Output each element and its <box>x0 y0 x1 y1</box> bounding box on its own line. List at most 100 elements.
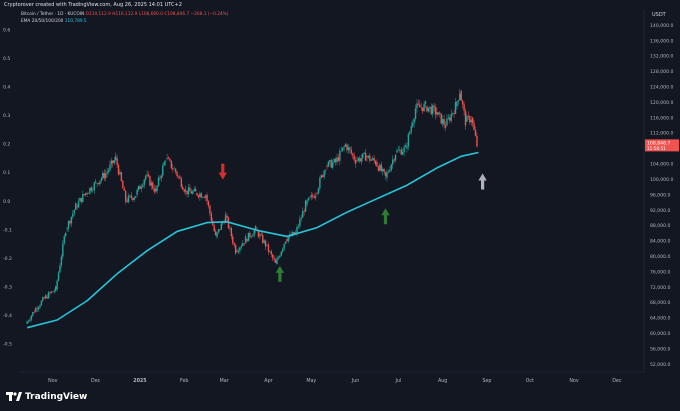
candle-body <box>373 158 375 161</box>
candle-body <box>262 234 264 243</box>
candle-body <box>243 243 245 244</box>
candle-body <box>86 192 88 194</box>
candle-body <box>391 159 394 165</box>
right-axis-tick: 72,000.0 <box>650 285 671 291</box>
candle-body <box>73 209 75 214</box>
candle-body <box>399 149 401 151</box>
left-axis-tick: 0.2 <box>3 142 10 148</box>
candle-body <box>410 126 412 132</box>
candle-body <box>217 229 220 233</box>
candle-body <box>62 243 64 257</box>
candle-body <box>50 291 53 293</box>
candle-body <box>184 189 187 192</box>
right-axis-tick: 100,000.0 <box>650 177 673 183</box>
x-axis-tick: May <box>306 378 316 384</box>
candle-body <box>307 197 310 201</box>
candle-body <box>469 116 471 123</box>
candle-body <box>79 197 81 202</box>
candle-body <box>27 320 30 322</box>
candle-body <box>272 254 274 259</box>
candle-body <box>322 175 324 177</box>
candle-body <box>190 191 193 194</box>
candle-body <box>371 158 374 160</box>
candle-body <box>92 190 94 191</box>
candle-body <box>456 101 458 107</box>
tradingview-logo[interactable]: TradingView <box>6 391 87 403</box>
candle-body <box>179 176 181 179</box>
candle-body <box>113 159 115 164</box>
candle-body <box>332 162 334 168</box>
candle-body <box>424 101 427 104</box>
candle-body <box>172 168 174 170</box>
candle-body <box>370 159 372 161</box>
candle-body <box>149 176 151 186</box>
candle-body <box>416 103 418 109</box>
candle-body <box>336 157 338 163</box>
candle-body <box>242 243 244 246</box>
candle-body <box>40 300 43 306</box>
tradingview-brand: TradingView <box>25 392 88 402</box>
candle-body <box>244 236 247 244</box>
candle-body <box>349 147 351 150</box>
candle-body <box>376 162 378 167</box>
candle-body <box>269 251 271 252</box>
candle-body <box>260 234 263 235</box>
candle-body <box>102 172 104 179</box>
candle-body <box>279 255 281 258</box>
candle-body <box>366 156 368 158</box>
candle-body <box>253 230 255 236</box>
candle-body <box>157 177 160 186</box>
candle-body <box>196 192 198 196</box>
candle-body <box>132 197 134 200</box>
candle-body <box>183 189 185 192</box>
candle-body <box>187 187 190 195</box>
candle-body <box>192 191 194 194</box>
candle-body <box>139 186 141 189</box>
candle-body <box>299 219 301 227</box>
candle-body <box>37 307 40 310</box>
candle-body <box>309 197 311 198</box>
candle-body <box>206 194 208 202</box>
right-axis-tick: 116,000.0 <box>650 115 673 121</box>
candle-body <box>286 239 288 242</box>
candle-body <box>411 123 414 127</box>
candle-body <box>246 239 248 242</box>
candle-body <box>471 117 474 124</box>
candle-body <box>83 194 85 195</box>
candle-body <box>164 161 167 163</box>
candle-body <box>394 154 397 161</box>
candle-body <box>247 232 250 242</box>
candle-body <box>220 223 223 230</box>
candle-body <box>396 150 398 153</box>
candle-body <box>386 172 388 178</box>
candle-body <box>360 158 362 162</box>
candle-body <box>140 186 143 189</box>
candle-body <box>362 153 364 159</box>
candle-body <box>143 179 145 186</box>
candle-body <box>94 181 97 183</box>
candle-body <box>174 168 177 173</box>
candle-body <box>350 149 352 154</box>
candle-body <box>147 174 150 177</box>
candle-body <box>146 174 148 176</box>
left-axis-tick: -0.1 <box>3 227 12 233</box>
candle-body <box>429 106 431 108</box>
candle-body <box>357 157 360 161</box>
candle-body <box>297 226 300 228</box>
candle-body <box>421 107 424 112</box>
candle-body <box>63 236 65 244</box>
left-axis-tick: -0.5 <box>3 342 12 348</box>
candle-body <box>107 170 110 172</box>
candle-body <box>436 112 438 115</box>
candle-body <box>96 183 98 184</box>
right-axis-tick: 96,000.0 <box>650 192 671 198</box>
candle-body <box>313 196 315 198</box>
candle-body <box>427 107 430 112</box>
candle-body <box>236 250 238 252</box>
candle-body <box>339 150 341 161</box>
candle-body <box>213 225 215 232</box>
candle-body <box>369 155 371 161</box>
candle-body <box>166 157 168 159</box>
candle-body <box>454 102 457 114</box>
